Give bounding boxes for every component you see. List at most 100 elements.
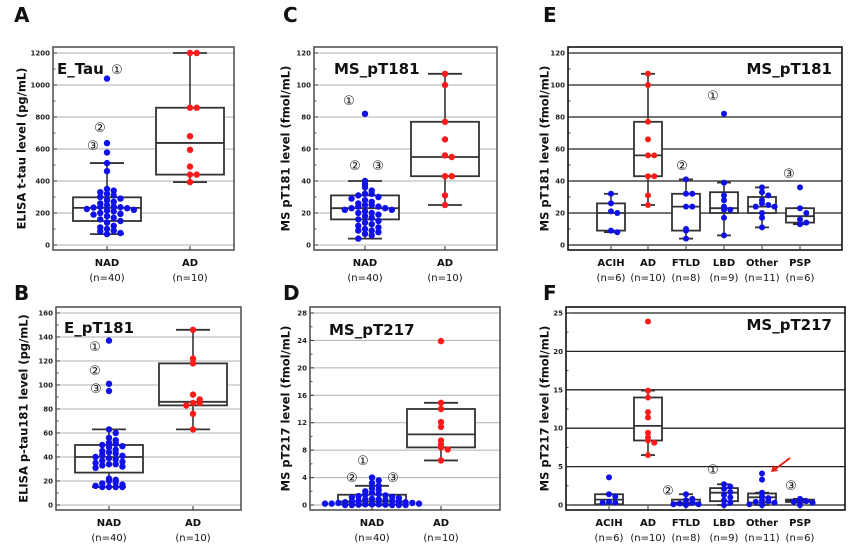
panel-b-title: E_pT181 [64, 319, 134, 337]
panel-a-data-point-nad [117, 195, 124, 202]
panel-a-data-point-nad [103, 207, 111, 214]
panel-d-data-point-nad [382, 497, 389, 504]
panel-c-data-point-nad [388, 206, 396, 213]
panel-e-category-label: FTLD [672, 258, 700, 269]
panel-f-category-n: (n=8) [672, 533, 701, 544]
panel-e-data-point-psp [803, 210, 810, 216]
panel-e-category-label: PSP [789, 258, 811, 269]
panel-f-category-label: Other [746, 518, 778, 529]
panel-b-data-point-nad [119, 463, 126, 470]
panel-e-box-ad [633, 120, 663, 178]
panel-a-data-point-ad [186, 163, 194, 170]
panel-d-annotation: ① [357, 454, 369, 469]
panel-c-data-point-nad [375, 217, 382, 225]
panel-a-data-point-nad [103, 159, 111, 167]
panel-e-category-n: (n=9) [710, 273, 739, 284]
panel-f-data-point-ad [645, 409, 651, 416]
panel-c-data-point-nad [348, 205, 355, 212]
panel-b-category-label: AD [185, 518, 201, 529]
panel-e-ytick-label: 100 [550, 82, 565, 90]
panel-d-annotation: ③ [387, 471, 399, 486]
panel-b-category-n: (n=10) [175, 533, 210, 544]
panel-c-data-point-ad [441, 70, 449, 78]
panel-d-data-point-nad [368, 501, 376, 508]
panel-d-data-point-nad [368, 489, 376, 496]
panel-f-data-point-acih [612, 499, 619, 506]
panel-d-category-n: (n=10) [423, 533, 458, 544]
panel-a-data-point-nad [110, 214, 117, 221]
panel-c-data-point-nad [361, 213, 369, 220]
panel-f-data-point-other [771, 499, 778, 506]
panel-b-data-point-nad [105, 461, 113, 468]
panel-e-data-point-ad [645, 70, 651, 77]
panel-b-data-point-nad [99, 483, 106, 491]
panel-a-data-point-nad [103, 230, 111, 238]
panel-f-data-point-psp [809, 499, 816, 506]
panel-a-data-point-nad [90, 211, 97, 218]
panel-f-data-point-psp [790, 498, 797, 505]
panel-d-data-point-nad [382, 492, 389, 499]
panel-f-data-point-ftld [676, 500, 683, 507]
panel-c-title: MS_pT181 [334, 60, 420, 78]
panel-c-ytick-label: 40 [301, 178, 311, 186]
panel-e-data-point-other [765, 192, 772, 199]
panel-a-annotation: ③ [87, 139, 99, 154]
panel-a-data-point-nad [110, 187, 117, 194]
panel-d-letter: D [283, 281, 300, 305]
panel-a-ytick-label: 1200 [31, 50, 51, 58]
panel-b-data-point-nad [112, 440, 119, 447]
panel-f-category-label: PSP [789, 518, 811, 529]
panel-b-ytick-label: 100 [38, 382, 53, 390]
panel-d-data-point-nad [395, 501, 403, 509]
panel-d-y-axis-label: MS pT217 level (fmol/mL) [279, 326, 293, 492]
panel-d-data-point-ad [437, 405, 445, 413]
panel-f-annotation: ③ [785, 479, 797, 494]
panel-c-category-label: AD [437, 258, 453, 269]
panel-a-data-point-nad [130, 206, 138, 213]
panel-e-data-point-acih [614, 210, 621, 216]
panel-f-ytick-label: 10 [553, 425, 563, 433]
panel-a-category-n: (n=10) [172, 273, 207, 284]
panel-b-ytick-label: 80 [43, 406, 53, 414]
panel-c-data-point-nad [341, 206, 349, 213]
panel-e-data-point-other [759, 200, 765, 207]
panel-e-data-point-acih [608, 200, 614, 207]
panel-e-data-point-other [759, 184, 765, 191]
panel-a-data-point-nad [117, 217, 124, 225]
panel-d-data-point-nad [415, 500, 423, 507]
panel-e-data-point-lbd [721, 214, 727, 221]
panel-b-data-point-nad [92, 464, 99, 471]
panel-f-data-point-other [759, 502, 765, 508]
panel-b-data-point-nad [112, 429, 119, 437]
panel-e-annotation: ② [676, 159, 688, 174]
panel-e-category-n: (n=11) [744, 273, 779, 284]
panel-e-data-point-acih [614, 229, 621, 236]
panel-e-y-axis-label: MS pT181 level (fmol/mL) [538, 66, 552, 232]
panel-e-data-point-psp [797, 221, 803, 228]
panel-c-data-point-nad [361, 208, 369, 215]
panel-b-category-n: (n=40) [91, 533, 126, 544]
panel-e-data-point-acih [608, 190, 614, 197]
panel-a-data-point-nad [117, 229, 124, 237]
panel-e-data-point-other [759, 224, 765, 231]
panel-a-ytick-label: 1000 [31, 82, 51, 90]
panel-f-data-point-ftld [670, 501, 677, 508]
panel-f-category-n: (n=6) [786, 533, 815, 544]
panel-a-annotation: ① [111, 63, 123, 78]
panel-f-data-point-ad [645, 452, 651, 459]
panel-d-data-point-nad [321, 500, 329, 507]
panel-a-data-point-nad [110, 192, 117, 199]
panel-d-data-point-nad [362, 491, 369, 498]
panel-f-data-point-ad [645, 414, 651, 421]
panel-b-data-point-nad [99, 462, 106, 469]
panel-f-data-point-other [759, 497, 765, 504]
panel-f-category-n: (n=9) [710, 533, 739, 544]
panel-f-ytick-label: 0 [558, 502, 563, 510]
panel-e-annotation: ③ [783, 167, 795, 182]
panel-f-red-arrow-head [771, 465, 778, 472]
panel-d-data-point-ad [444, 446, 451, 453]
panel-b-box-ad [158, 362, 228, 407]
panel-e-data-point-ad [645, 202, 651, 208]
panel-f-data-point-other [759, 470, 765, 477]
